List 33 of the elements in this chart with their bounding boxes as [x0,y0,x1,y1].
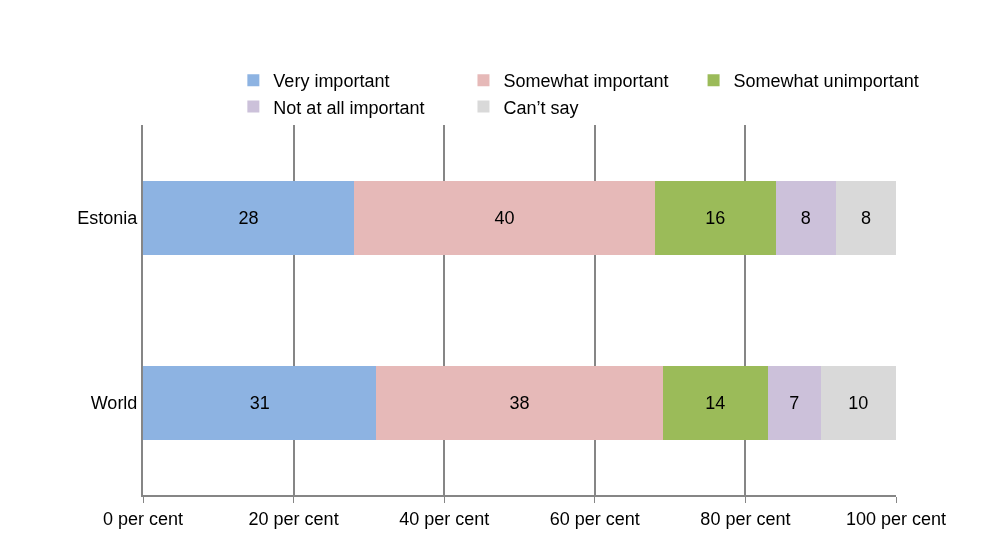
data-label: 38 [509,392,530,413]
legend-label: Not at all important [273,97,425,118]
x-tick-label: 60 per cent [549,508,640,529]
bar [820,365,896,440]
data-label: 28 [238,207,259,228]
y-tick-label: World [90,392,138,413]
data-label: 10 [848,392,869,413]
legend-label: Very important [273,71,390,92]
bar [143,365,377,440]
data-label: 8 [800,207,811,228]
bar [662,365,768,440]
data-label: 7 [789,392,800,413]
legend-label: Somewhat unimportant [733,71,919,92]
data-label: 8 [860,207,871,228]
legend-label: Can’t say [503,97,579,118]
y-tick-label: Estonia [77,207,139,228]
x-tick-label: 100 per cent [845,508,947,529]
x-tick-label: 40 per cent [399,508,490,529]
bar [143,180,354,255]
bar [767,365,821,440]
bar [376,365,663,440]
bar [775,180,836,255]
legend-label: Somewhat important [503,71,669,92]
data-label: 31 [249,392,270,413]
data-label: 14 [705,392,726,413]
x-tick-label: 80 per cent [700,508,791,529]
bar [353,180,656,255]
x-tick-label: 0 per cent [102,508,184,529]
data-label: 40 [494,207,515,228]
bar [655,180,776,255]
x-tick-label: 20 per cent [248,508,339,529]
bar [835,180,896,255]
data-label: 16 [705,207,726,228]
